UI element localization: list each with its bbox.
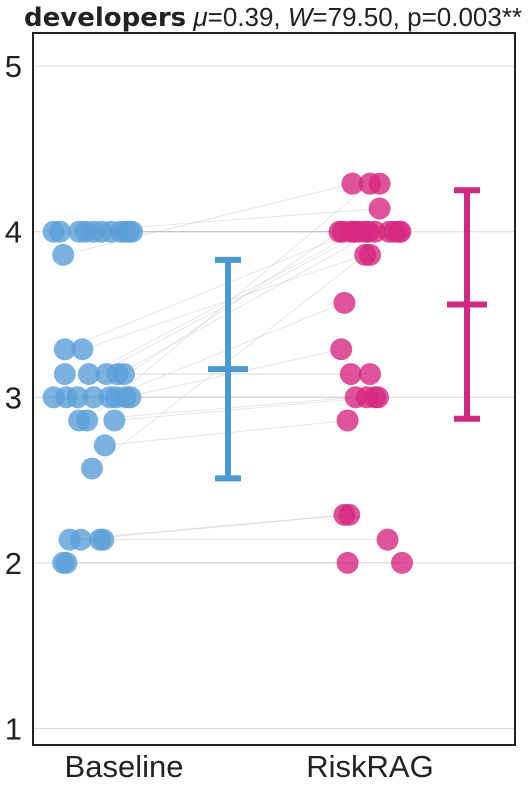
riskrag-point: [330, 338, 353, 361]
x-tick-label-riskrag: RiskRAG: [306, 749, 433, 784]
paired-line: [82, 254, 366, 350]
riskrag-point: [338, 503, 361, 526]
y-tick-label-2: 2: [5, 546, 22, 581]
mu-symbol: μ: [193, 2, 208, 32]
baseline-point: [76, 409, 99, 432]
plot-frame: [32, 32, 516, 746]
y-tick-label-4: 4: [5, 215, 22, 250]
mu-value: =0.39,: [207, 2, 288, 32]
chart-title: developers μ=0.39, W=79.50, p=0.003**: [24, 0, 529, 34]
baseline-point: [52, 243, 75, 266]
baseline-point: [121, 220, 143, 243]
baseline-point: [113, 363, 135, 386]
w-symbol: W: [287, 2, 313, 32]
paired-line: [91, 231, 395, 469]
paired-line: [93, 231, 340, 398]
paired-line: [69, 514, 345, 541]
riskrag-point: [389, 220, 412, 243]
title-group-name: developers: [24, 3, 187, 33]
baseline-point: [66, 386, 89, 409]
baseline-point: [103, 409, 126, 432]
paired-line: [114, 396, 375, 421]
riskrag-point: [368, 172, 391, 195]
paired-line: [80, 514, 350, 541]
baseline-point: [82, 386, 105, 409]
y-tick-label-1: 1: [5, 711, 22, 746]
riskrag-point: [367, 386, 389, 409]
baseline-point: [69, 528, 92, 551]
baseline-point: [77, 363, 100, 386]
riskrag-point: [359, 363, 381, 386]
baseline-point: [92, 528, 115, 551]
paired-line: [125, 348, 342, 398]
baseline-point: [81, 457, 103, 480]
baseline-point: [55, 551, 78, 574]
paired-line: [64, 231, 355, 350]
baseline-point: [71, 338, 94, 361]
paired-line: [63, 183, 353, 256]
baseline-point: [93, 434, 116, 457]
riskrag-point: [336, 551, 359, 574]
riskrag-point: [376, 528, 399, 551]
riskrag-point: [368, 197, 391, 220]
paired-line: [79, 396, 356, 421]
x-tick-label-baseline: Baseline: [65, 749, 184, 784]
baseline-point: [53, 338, 76, 361]
riskrag-point: [336, 409, 359, 432]
riskrag-point: [391, 551, 413, 574]
title-statistics: μ=0.39, W=79.50, p=0.003**: [193, 2, 522, 32]
riskrag-point: [359, 243, 381, 266]
riskrag-point: [333, 291, 356, 314]
y-tick-label-3: 3: [5, 380, 22, 415]
baseline-point: [119, 386, 142, 409]
w-value: =79.50, p=0.003**: [312, 2, 523, 32]
riskrag-point: [339, 363, 362, 386]
y-tick-label-5: 5: [5, 49, 22, 84]
riskrag-point: [341, 172, 364, 195]
paired-line: [88, 231, 359, 375]
baseline-point: [49, 220, 71, 243]
baseline-point: [53, 363, 76, 386]
